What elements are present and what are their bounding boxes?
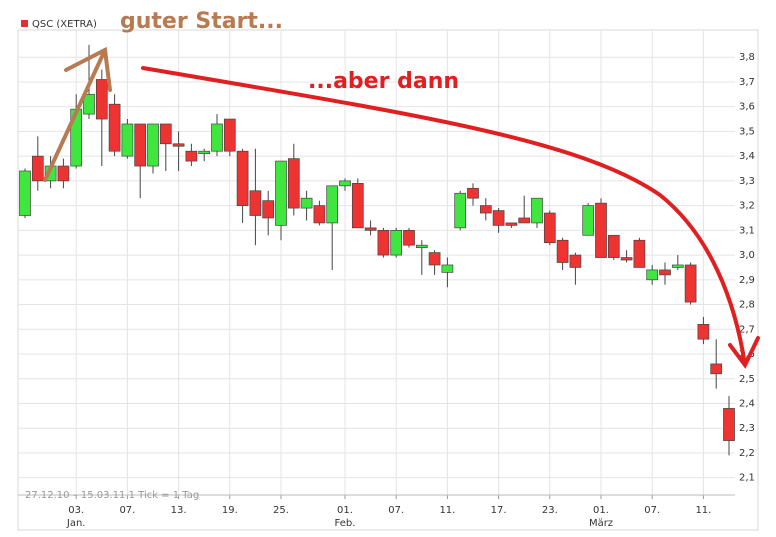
candle-body bbox=[684, 264, 697, 303]
x-tick-label: 07. bbox=[119, 505, 135, 516]
y-tick-label: 2,9 bbox=[739, 275, 755, 286]
candle-body bbox=[505, 222, 518, 226]
x-tick-label: 17. bbox=[491, 505, 507, 516]
red-arrow bbox=[141, 66, 760, 369]
candle-body bbox=[300, 197, 313, 209]
candle-body bbox=[211, 123, 223, 152]
candle-body bbox=[31, 155, 44, 182]
candle-body bbox=[659, 269, 671, 276]
candle-body bbox=[134, 123, 147, 167]
x-tick-label: 07. bbox=[644, 505, 660, 516]
brown-arrow bbox=[43, 46, 112, 182]
candle-body bbox=[441, 264, 454, 273]
y-tick-label: 3,7 bbox=[739, 77, 755, 88]
y-tick-label: 3,4 bbox=[739, 151, 755, 162]
x-tick-label: 01. bbox=[337, 505, 353, 516]
y-tick-label: 3,6 bbox=[739, 102, 755, 113]
legend-swatch bbox=[21, 20, 28, 27]
y-tick-label: 3,3 bbox=[739, 176, 755, 187]
candle-body bbox=[518, 217, 531, 224]
candle-body bbox=[633, 239, 646, 268]
candle-body bbox=[582, 205, 595, 236]
candle-body bbox=[275, 160, 287, 226]
y-tick-label: 2,3 bbox=[739, 423, 755, 434]
candle-body bbox=[620, 257, 633, 261]
month-label: März bbox=[589, 518, 613, 529]
x-tick-label: 11. bbox=[695, 505, 711, 516]
candle-body bbox=[569, 254, 582, 268]
legend-label: QSC (XETRA) bbox=[32, 19, 97, 30]
candle-body bbox=[121, 123, 134, 157]
candle-body bbox=[415, 244, 428, 249]
annotation: guter Start... bbox=[120, 9, 283, 34]
candle-body bbox=[95, 79, 108, 120]
candle-body bbox=[19, 170, 31, 216]
y-tick-label: 2,5 bbox=[739, 374, 755, 385]
x-tick-label: 25. bbox=[273, 505, 289, 516]
y-tick-label: 2,8 bbox=[739, 300, 755, 311]
x-tick-label: 01. bbox=[593, 505, 609, 516]
candle-body bbox=[595, 202, 607, 258]
candle-body bbox=[339, 180, 351, 187]
candle-body bbox=[364, 227, 377, 231]
candle-body bbox=[403, 229, 415, 246]
candle-body bbox=[390, 229, 403, 256]
candle-body bbox=[326, 185, 339, 224]
candle-body bbox=[492, 210, 505, 226]
annotation: ...aber dann bbox=[308, 69, 459, 94]
candle-body bbox=[607, 234, 620, 258]
candle-body bbox=[249, 190, 262, 216]
candle-body bbox=[671, 264, 684, 268]
candle-body bbox=[723, 408, 735, 441]
candle-body bbox=[646, 269, 659, 281]
y-tick-label: 2,4 bbox=[739, 398, 755, 409]
candle-body bbox=[147, 123, 159, 167]
grid: 2,1 2,2 2,3 2,4 2,5 2,6 2,7 2,8 2,9 3,0 3,1 3,2 3,3 3… bbox=[18, 30, 755, 529]
candle-body bbox=[83, 93, 95, 115]
candles bbox=[19, 44, 735, 456]
candle-body bbox=[108, 103, 121, 152]
candle-body bbox=[185, 150, 198, 162]
candle-body bbox=[172, 143, 185, 147]
candle-body bbox=[467, 187, 479, 199]
x-tick-label: 03. bbox=[68, 505, 84, 516]
candle-body bbox=[351, 183, 364, 229]
candle-body bbox=[556, 239, 569, 263]
candle-body bbox=[377, 229, 390, 256]
footnote: 27.12.10 – 15.03.11 1 Tick = 1 Tag bbox=[25, 490, 199, 501]
candle-body bbox=[223, 118, 236, 152]
candle-body bbox=[262, 200, 275, 219]
y-tick-label: 2,6 bbox=[739, 349, 755, 360]
candle-body bbox=[697, 323, 710, 340]
x-tick-label: 07. bbox=[388, 505, 404, 516]
y-tick-label: 2,7 bbox=[739, 324, 755, 335]
y-tick-label: 3,2 bbox=[739, 201, 755, 212]
y-tick-label: 2,2 bbox=[739, 448, 755, 459]
y-tick-label: 3,5 bbox=[739, 126, 755, 137]
candle-body bbox=[479, 205, 492, 214]
candle-body bbox=[159, 123, 172, 145]
candle-body bbox=[428, 252, 441, 266]
candle-body bbox=[454, 192, 467, 229]
candle-body bbox=[57, 165, 70, 182]
candle-body bbox=[313, 205, 326, 224]
y-tick-label: 3,8 bbox=[739, 52, 755, 63]
y-tick-label: 3,0 bbox=[739, 250, 755, 261]
candle-body bbox=[531, 197, 543, 224]
candle-body bbox=[236, 150, 249, 206]
y-tick-label: 3,1 bbox=[739, 225, 755, 236]
candle-body bbox=[710, 363, 723, 375]
x-tick-label: 13. bbox=[171, 505, 187, 516]
month-label: Feb. bbox=[335, 518, 356, 529]
x-tick-label: 23. bbox=[542, 505, 558, 516]
candle-body bbox=[198, 150, 211, 155]
x-tick-label: 19. bbox=[222, 505, 238, 516]
month-label: Jan. bbox=[66, 518, 86, 529]
y-tick-label: 2,1 bbox=[739, 473, 755, 484]
x-tick-label: 11. bbox=[439, 505, 455, 516]
candle-body bbox=[287, 158, 300, 209]
candle-body bbox=[543, 212, 556, 244]
